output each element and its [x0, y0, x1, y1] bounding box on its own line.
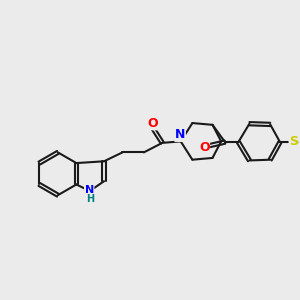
Text: N: N	[85, 185, 94, 195]
Text: S: S	[289, 135, 298, 148]
Text: O: O	[148, 117, 158, 130]
Text: H: H	[86, 194, 94, 204]
Text: N: N	[175, 128, 185, 141]
Text: O: O	[199, 141, 209, 154]
